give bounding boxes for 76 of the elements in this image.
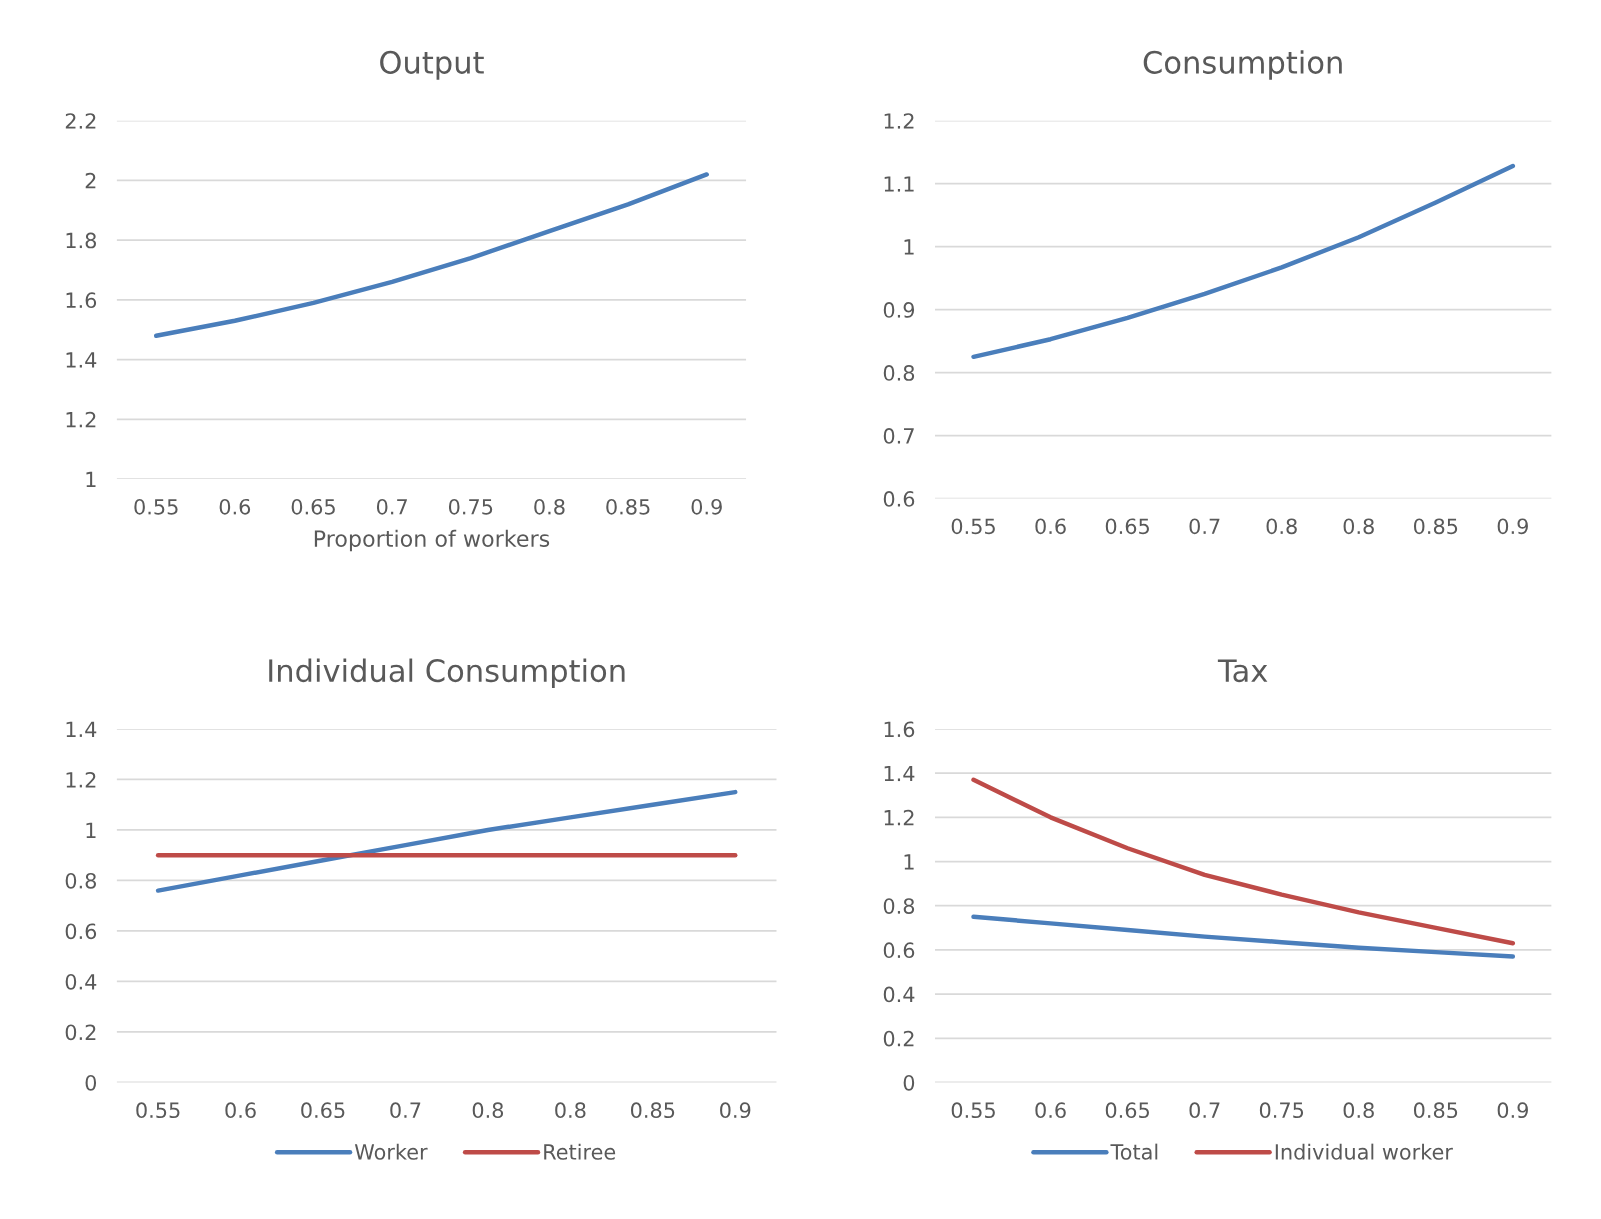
x-tick-label: 0.85 — [630, 1102, 675, 1119]
x-tick-label: 0.8 — [472, 1102, 504, 1119]
line-series — [971, 777, 1516, 946]
y-tick-label: 1.4 — [66, 352, 97, 368]
x-tick-label: 0.6 — [225, 1102, 256, 1119]
y-tick-label: 1.1 — [884, 176, 914, 192]
chart-title: Individual Consumption — [269, 658, 625, 689]
line-series — [971, 914, 1516, 959]
chart-title: Tax — [1217, 659, 1268, 683]
x-tick-label: 0.8 — [555, 1102, 586, 1119]
x-tick-label: 0.6 — [1035, 1102, 1066, 1119]
y-tick-label: 1.6 — [66, 292, 97, 309]
x-tick-label: 0.55 — [134, 498, 178, 515]
x-tick-label: 0.65 — [1105, 518, 1149, 535]
x-tick-label: 0.8 — [534, 498, 565, 515]
y-tick-label: 0.8 — [65, 872, 96, 889]
y-tick-label: 0.2 — [65, 1024, 96, 1041]
line-series — [971, 163, 1516, 360]
y-tick-label: 0.9 — [883, 302, 915, 318]
y-tick-label: 0 — [85, 1074, 97, 1091]
x-tick-label: 0.85 — [1413, 518, 1458, 535]
x-tick-label: 0.7 — [1189, 1102, 1220, 1119]
y-tick-label: 0.4 — [883, 986, 915, 1003]
y-tick-label: 0 — [903, 1074, 915, 1091]
x-tick-label: 0.8 — [1343, 1102, 1374, 1119]
chart-title: Output — [380, 50, 484, 80]
y-tick-label: 2.2 — [65, 113, 96, 129]
x-tick-label: 0.65 — [291, 498, 335, 515]
y-tick-label: 0.6 — [883, 942, 915, 959]
y-tick-label: 1 — [86, 822, 96, 838]
x-tick-label: 0.75 — [1259, 1102, 1304, 1119]
line-series — [153, 172, 709, 338]
x-tick-label: 0.6 — [1035, 518, 1066, 535]
y-tick-label: 2 — [85, 172, 96, 189]
y-tick-label: 0.7 — [883, 428, 914, 444]
y-tick-label: 1 — [904, 854, 914, 870]
y-tick-label: 1.2 — [66, 411, 96, 428]
y-tick-label: 1 — [904, 239, 914, 255]
y-tick-label: 1.8 — [66, 232, 96, 249]
y-tick-label: 1.2 — [884, 809, 914, 826]
line-series — [155, 789, 738, 893]
legend-label: Individual worker — [1275, 1143, 1453, 1160]
y-tick-label: 0.2 — [883, 1030, 914, 1047]
x-tick-label: 0.65 — [1105, 1102, 1149, 1119]
y-tick-label: 1 — [86, 471, 96, 487]
x-tick-label: 0.55 — [136, 1102, 180, 1119]
y-tick-label: 1.2 — [66, 771, 96, 788]
legend-label: Worker — [354, 1143, 428, 1160]
x-tick-label: 0.7 — [376, 498, 407, 515]
x-tick-label: 0.9 — [691, 498, 722, 515]
x-tick-label: 0.75 — [448, 498, 493, 515]
y-tick-label: 1.4 — [66, 721, 97, 737]
x-axis-title: Proportion of workers — [314, 529, 550, 552]
x-tick-label: 0.6 — [219, 498, 251, 515]
x-tick-label: 0.7 — [1189, 518, 1220, 535]
x-tick-label: 0.9 — [720, 1102, 751, 1119]
x-tick-label: 0.55 — [951, 1102, 995, 1119]
x-tick-label: 0.85 — [1413, 1102, 1458, 1119]
y-tick-label: 0.6 — [65, 923, 97, 940]
x-tick-label: 0.85 — [606, 498, 650, 515]
x-tick-label: 0.65 — [301, 1102, 345, 1119]
legend-label: Total — [1110, 1143, 1158, 1160]
y-tick-label: 1.4 — [884, 765, 915, 782]
x-tick-label: 0.8 — [1343, 518, 1374, 535]
x-tick-label: 0.9 — [1497, 518, 1528, 535]
y-tick-label: 0.4 — [65, 973, 97, 990]
chart-title: Consumption — [1143, 50, 1342, 80]
x-tick-label: 0.8 — [1266, 518, 1297, 535]
y-tick-label: 1.2 — [884, 113, 914, 129]
x-tick-label: 0.7 — [390, 1102, 421, 1119]
legend-label: Retiree — [544, 1143, 616, 1160]
x-tick-label: 0.9 — [1497, 1102, 1528, 1119]
y-tick-label: 0.8 — [883, 365, 915, 381]
y-tick-label: 0.8 — [883, 898, 915, 914]
x-tick-label: 0.55 — [951, 518, 995, 535]
y-tick-label: 1.6 — [884, 721, 915, 738]
